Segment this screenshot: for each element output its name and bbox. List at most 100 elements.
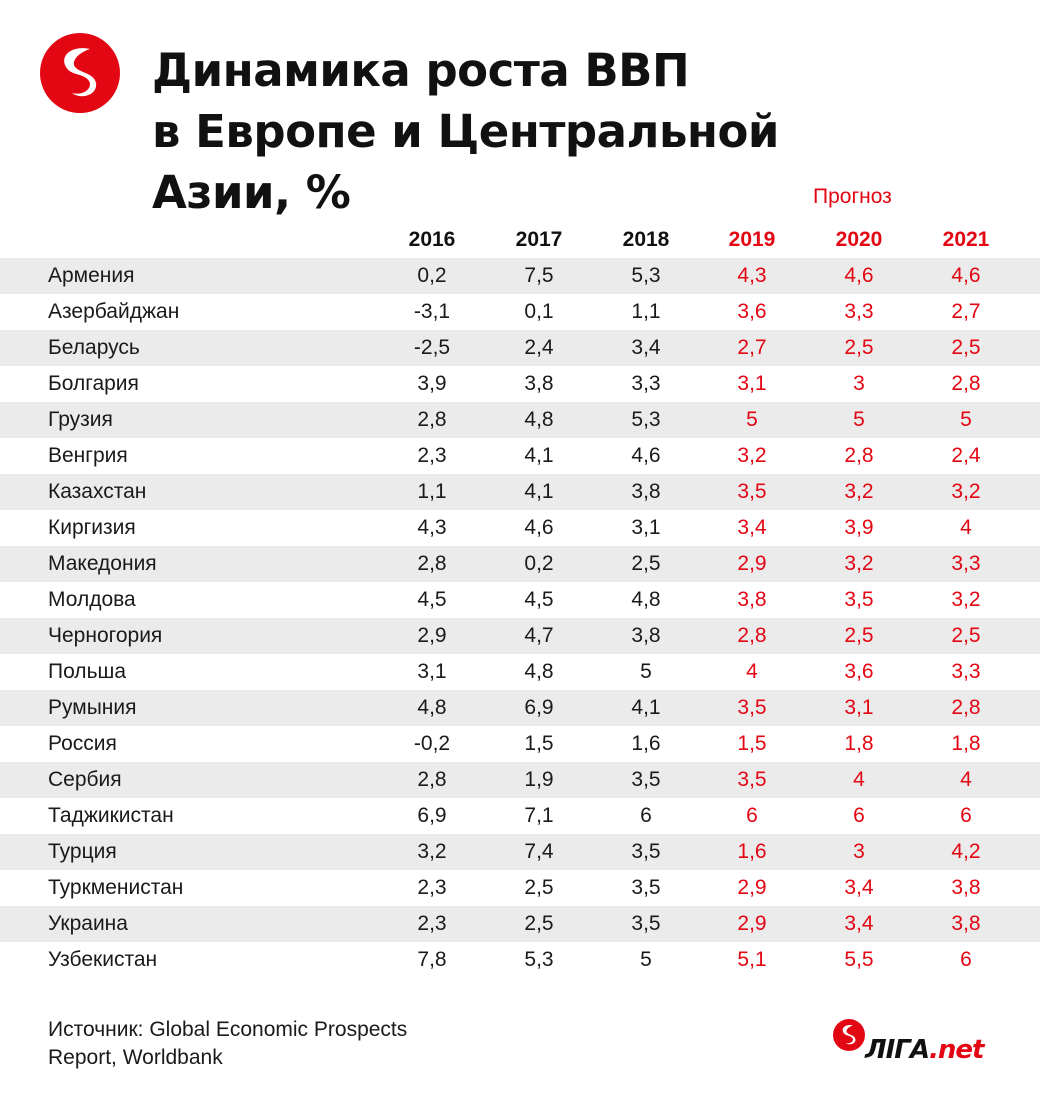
value-cell-2017: 0,2 (524, 552, 554, 575)
value-cell-2018: 4,1 (631, 696, 661, 719)
table-row: Азербайджан -3,1 0,1 1,1 3,6 3,3 2,7 (0, 294, 1040, 330)
value-cell-2021: 2,5 (951, 336, 981, 359)
value-cell-2017: 7,1 (524, 804, 554, 827)
value-cell-2017: 4,8 (524, 408, 554, 431)
value-cell-2021: 1,8 (951, 732, 981, 755)
value-cell-2019: 5,1 (737, 948, 767, 971)
header-row: 2016 2017 2018 2019 2020 2021 (0, 222, 1040, 258)
value-cell-2019: 3,4 (737, 516, 767, 539)
value-cell-2019: 3,5 (737, 696, 767, 719)
chart-title: Динамика роста ВВП в Европе и Центрально… (152, 40, 852, 223)
country-name: Беларусь (48, 336, 140, 359)
value-cell-2018: 3,5 (631, 876, 661, 899)
column-header-2019: 2019 (728, 228, 776, 251)
value-cell-2020: 2,5 (844, 624, 874, 647)
value-cell-2021: 5 (960, 408, 972, 431)
value-cell-2019: 2,9 (737, 552, 767, 575)
country-name: Македония (48, 552, 157, 575)
column-header-2018: 2018 (622, 228, 670, 251)
value-cell-2021: 3,8 (951, 876, 981, 899)
table-row: Румыния 4,8 6,9 4,1 3,5 3,1 2,8 (0, 690, 1040, 726)
value-cell-2019: 1,6 (737, 840, 767, 863)
table-row: Армения 0,2 7,5 5,3 4,3 4,6 4,6 (0, 258, 1040, 294)
value-cell-2016: 3,1 (417, 660, 447, 683)
value-cell-2016: 4,8 (417, 696, 447, 719)
value-cell-2017: 4,8 (524, 660, 554, 683)
value-cell-2017: 4,5 (524, 588, 554, 611)
source-line: Report, Worldbank (48, 1046, 223, 1069)
value-cell-2019: 3,5 (737, 480, 767, 503)
value-cell-2019: 6 (746, 804, 758, 827)
table-row: Туркменистан 2,3 2,5 3,5 2,9 3,4 3,8 (0, 870, 1040, 906)
value-cell-2018: 5,3 (631, 408, 661, 431)
value-cell-2019: 3,2 (737, 444, 767, 467)
table-row: Черногория 2,9 4,7 3,8 2,8 2,5 2,5 (0, 618, 1040, 654)
country-name: Молдова (48, 588, 136, 611)
value-cell-2017: 0,1 (524, 300, 554, 323)
value-cell-2016: -2,5 (413, 336, 451, 359)
country-name: Украина (48, 912, 128, 935)
value-cell-2021: 4 (960, 768, 972, 791)
value-cell-2020: 3,3 (844, 300, 874, 323)
value-cell-2020: 4 (853, 768, 865, 791)
value-cell-2018: 3,5 (631, 840, 661, 863)
column-header-2017: 2017 (515, 228, 563, 251)
column-header-2020: 2020 (835, 228, 883, 251)
value-cell-2016: 4,5 (417, 588, 447, 611)
table-row: Венгрия 2,3 4,1 4,6 3,2 2,8 2,4 (0, 438, 1040, 474)
table-row: Польша 3,1 4,8 5 4 3,6 3,3 (0, 654, 1040, 690)
value-cell-2018: 1,6 (631, 732, 661, 755)
country-name: Россия (48, 732, 117, 755)
value-cell-2016: 2,3 (417, 912, 447, 935)
table-row: Украина 2,3 2,5 3,5 2,9 3,4 3,8 (0, 906, 1040, 942)
column-header-2016: 2016 (408, 228, 456, 251)
value-cell-2016: 1,1 (417, 480, 447, 503)
value-cell-2017: 4,7 (524, 624, 554, 647)
value-cell-2018: 3,8 (631, 480, 661, 503)
value-cell-2020: 3 (853, 840, 865, 863)
value-cell-2016: 2,8 (417, 552, 447, 575)
value-cell-2021: 4 (960, 516, 972, 539)
value-cell-2017: 4,6 (524, 516, 554, 539)
country-name: Болгария (48, 372, 139, 395)
value-cell-2019: 2,9 (737, 876, 767, 899)
value-cell-2021: 3,8 (951, 912, 981, 935)
value-cell-2017: 4,1 (524, 480, 554, 503)
value-cell-2019: 2,8 (737, 624, 767, 647)
table-row: Сербия 2,8 1,9 3,5 3,5 4 4 (0, 762, 1040, 798)
table-row: Таджикистан 6,9 7,1 6 6 6 6 (0, 798, 1040, 834)
table-row: Болгария 3,9 3,8 3,3 3,1 3 2,8 (0, 366, 1040, 402)
value-cell-2016: 2,3 (417, 444, 447, 467)
value-cell-2020: 2,5 (844, 336, 874, 359)
value-cell-2021: 3,2 (951, 480, 981, 503)
table-row: Грузия 2,8 4,8 5,3 5 5 5 (0, 402, 1040, 438)
value-cell-2016: 7,8 (417, 948, 447, 971)
value-cell-2020: 6 (853, 804, 865, 827)
value-cell-2017: 5,3 (524, 948, 554, 971)
value-cell-2021: 6 (960, 948, 972, 971)
value-cell-2017: 3,8 (524, 372, 554, 395)
value-cell-2018: 5 (640, 948, 652, 971)
value-cell-2021: 4,6 (951, 264, 981, 287)
value-cell-2018: 3,4 (631, 336, 661, 359)
value-cell-2017: 2,5 (524, 912, 554, 935)
brand-wordmark: ЛIГА.net (865, 1035, 984, 1065)
value-cell-2016: 4,3 (417, 516, 447, 539)
table-row: Узбекистан 7,8 5,3 5 5,1 5,5 6 (0, 942, 1040, 978)
country-name: Армения (48, 264, 135, 287)
value-cell-2020: 3,1 (844, 696, 874, 719)
value-cell-2020: 3,2 (844, 480, 874, 503)
country-name: Румыния (48, 696, 137, 719)
value-cell-2019: 3,5 (737, 768, 767, 791)
value-cell-2020: 5 (853, 408, 865, 431)
table-row: Турция 3,2 7,4 3,5 1,6 3 4,2 (0, 834, 1040, 870)
value-cell-2017: 2,4 (524, 336, 554, 359)
value-cell-2016: 3,9 (417, 372, 447, 395)
value-cell-2017: 4,1 (524, 444, 554, 467)
value-cell-2020: 2,8 (844, 444, 874, 467)
value-cell-2017: 1,9 (524, 768, 554, 791)
value-cell-2021: 2,8 (951, 372, 981, 395)
country-name: Узбекистан (48, 948, 158, 971)
value-cell-2019: 3,1 (737, 372, 767, 395)
value-cell-2018: 6 (640, 804, 652, 827)
